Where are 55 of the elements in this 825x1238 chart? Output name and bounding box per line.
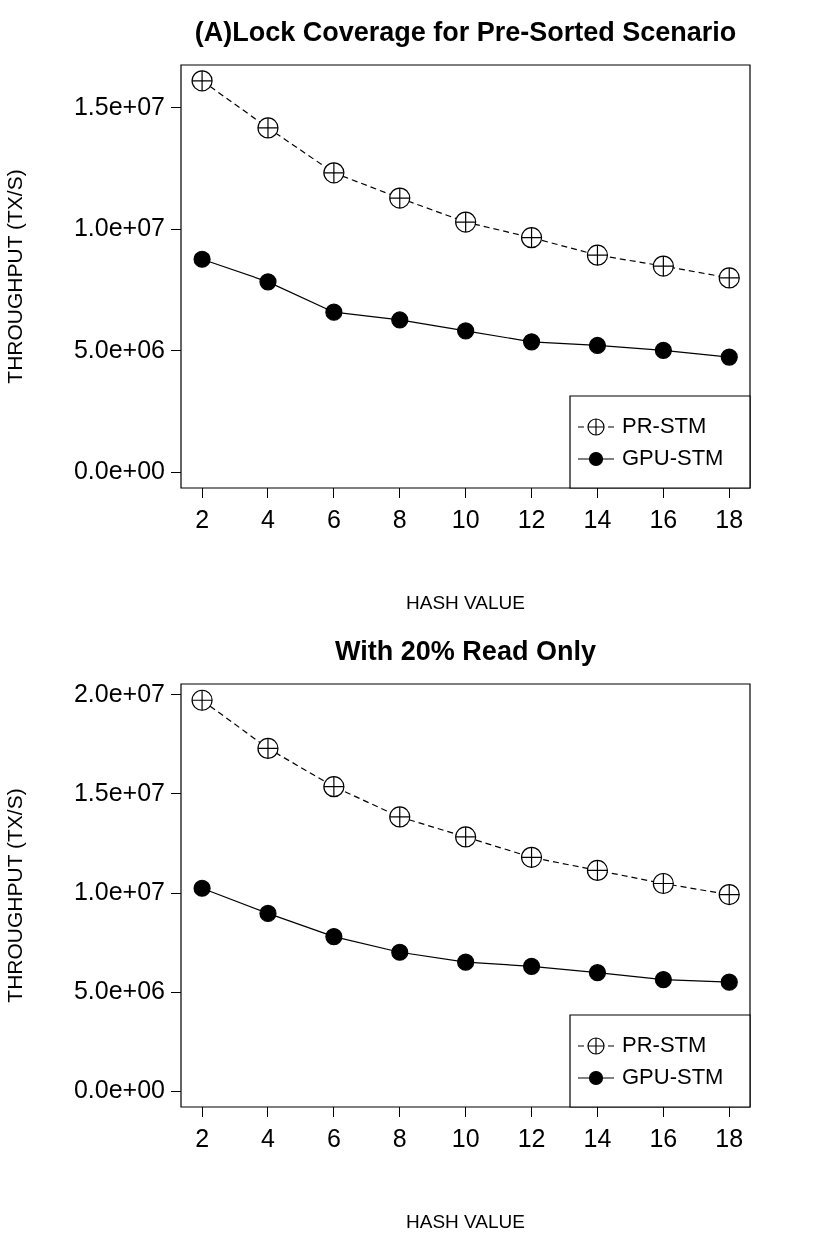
x-tick-label: 4	[261, 1123, 276, 1152]
point	[259, 273, 277, 291]
x-tick-label: 8	[392, 504, 407, 533]
y-axis-title: THROUGHPUT (TX/S)	[3, 788, 27, 1003]
point	[457, 953, 475, 971]
legend-label: GPU-STM	[622, 1064, 724, 1090]
x-tick-label: 16	[649, 504, 678, 533]
x-tick-label: 18	[715, 504, 744, 533]
y-tick-label: 5.0e+06	[73, 975, 165, 1004]
chart-title: (A)Lock Coverage for Pre-Sorted Scenario	[194, 17, 737, 47]
point	[522, 957, 541, 975]
x-tick-label: 4	[261, 504, 276, 533]
point	[588, 336, 607, 355]
point	[588, 964, 607, 982]
point	[325, 303, 343, 321]
x-tick-label: 10	[451, 1123, 480, 1152]
x-tick-label: 18	[715, 1123, 744, 1152]
y-tick-label: 5.0e+06	[73, 334, 165, 363]
x-tick-label: 8	[392, 1123, 407, 1152]
chart-title: With 20% Read Only	[335, 636, 596, 666]
legend-label: PR-STM	[622, 413, 707, 439]
x-axis-title: HASH VALUE	[406, 591, 525, 613]
y-tick-label: 2.0e+07	[73, 678, 165, 707]
point	[259, 904, 277, 923]
point	[720, 348, 738, 366]
x-tick-label: 14	[583, 1123, 612, 1152]
y-tick-label: 0.0e+00	[73, 456, 165, 485]
point	[391, 311, 409, 329]
x-tick-label: 2	[195, 504, 210, 533]
x-axis-title: HASH VALUE	[406, 1210, 525, 1232]
point	[522, 333, 541, 351]
x-tick-label: 10	[451, 504, 480, 533]
legend-label: GPU-STM	[622, 445, 724, 471]
point	[720, 973, 738, 991]
x-tick-label: 12	[517, 504, 546, 533]
x-tick-label: 2	[195, 1123, 210, 1152]
x-tick-label: 16	[649, 1123, 678, 1152]
y-tick-label: 1.5e+07	[73, 91, 165, 120]
x-tick-label: 6	[326, 1123, 341, 1152]
y-tick-label: 1.0e+07	[73, 876, 165, 905]
y-tick-label: 1.5e+07	[73, 777, 165, 806]
point	[193, 250, 211, 268]
x-tick-label: 12	[517, 1123, 546, 1152]
x-tick-label: 14	[583, 504, 612, 533]
x-tick-label: 6	[326, 504, 341, 533]
legend-label: PR-STM	[622, 1032, 707, 1058]
y-tick-label: 0.0e+00	[73, 1075, 165, 1104]
y-tick-label: 1.0e+07	[73, 213, 165, 242]
point	[457, 322, 475, 340]
point	[654, 341, 672, 359]
point	[325, 928, 343, 946]
point	[193, 879, 211, 897]
point	[654, 971, 672, 989]
y-axis-title: THROUGHPUT (TX/S)	[3, 169, 27, 384]
point	[391, 943, 409, 961]
